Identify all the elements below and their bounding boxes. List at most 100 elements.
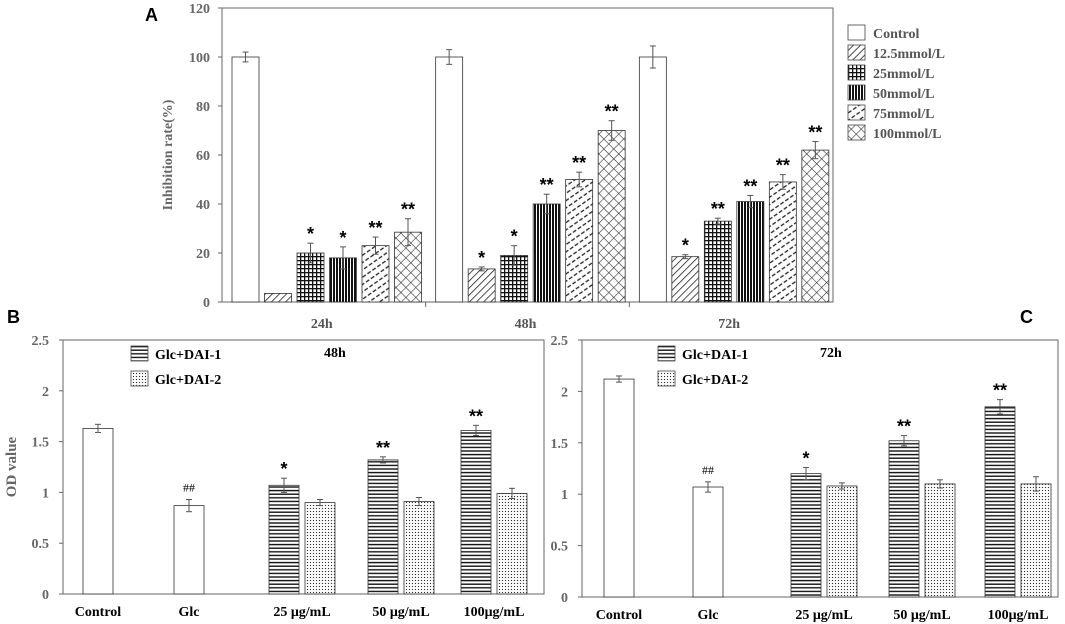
chart-b: 48h 0 0.5 1 1.5 2 2.5 Control Glc 25 μg/mL 50 μg/… [4,334,545,620]
chart-a-significance-label: ** [368,218,382,238]
chart-b-significance-label: ** [469,406,483,426]
chart-a-significance-label: * [478,248,485,268]
chart-c-y-tick-label: 2.5 [551,334,569,349]
chart-c-bar [984,406,1016,598]
chart-a-bar [736,201,765,303]
panel-label-b: B [7,307,20,327]
chart-c-y-tick-label: 0 [561,591,568,606]
chart-a-legend-label: Control [873,27,920,42]
chart-a-y-tick-label: 20 [196,247,210,262]
chart-a-legend-swatch [847,84,866,101]
chart-b-y-tick-label: 1 [42,486,49,501]
chart-c-bar [826,485,858,598]
chart-c-bar [924,483,956,598]
chart-a-bar [768,181,797,303]
chart-c-significance-label: ## [702,463,714,477]
chart-a-legend-swatch [847,64,866,81]
chart-b-bar [403,501,435,595]
chart-a-y-tick-label: 80 [196,100,210,115]
chart-c-title: 72h [820,346,842,361]
chart-b-x-tick-label: 50 μg/mL [372,605,429,620]
chart-a-y-axis-label: Inhibition rate(%) [161,99,176,210]
chart-c-x-tick-label: 100μg/mL [988,608,1049,623]
chart-c-bar [888,440,920,598]
chart-a-bar [801,149,830,303]
chart-c-x-tick-label: 25 μg/mL [795,608,852,623]
chart-c-y-tick-label: 0.5 [551,540,569,555]
chart-b-y-tick-label: 2 [42,385,49,400]
chart-b-y-tick-label: 2.5 [32,334,50,349]
chart-a-legend-label: 100mmol/L [873,127,941,142]
chart-a-y-tick-label: 60 [196,149,210,164]
chart-b-legend-swatch [130,370,149,387]
chart-a-bar [532,203,561,303]
chart-a-x-tick-label: 48h [515,317,537,332]
chart-a-legend-swatch [847,124,866,141]
chart-c-x-tick-label: Glc [698,608,719,623]
chart-b-legend-label: Glc+DAI-2 [155,373,221,388]
chart-a-legend: Control 12.5mmol/L 25mmol/L 50mmol/L 75mmol/… [847,24,945,142]
chart-a-x-tick-label: 24h [311,317,333,332]
chart-c-y-tick-label: 1 [561,488,568,503]
chart-a-significance-label: * [511,227,518,247]
chart-b-x-tick-label: 100μg/mL [464,605,525,620]
chart-b-bar [304,502,336,595]
chart-a-bar [329,257,357,303]
chart-a-significance-label: ** [572,153,586,173]
chart-a-legend-swatch [847,44,866,61]
chart-a-bar [264,293,292,303]
chart-b-x-tick-label: Control [75,605,122,620]
chart-c-bar [692,486,724,598]
chart-c-legend-swatch [657,370,676,387]
chart-a-bar [671,256,700,303]
chart-c-bar [603,378,635,598]
chart-a-bar [435,56,464,303]
chart-b-y-tick-label: 1.5 [32,436,50,451]
chart-a-significance-label: ** [743,176,757,196]
chart-b-x-tick-label: Glc [179,605,200,620]
chart-b-y-axis-label: OD value [4,436,20,497]
chart-b-significance-label: * [280,459,287,479]
chart-b-y-tick-label: 0 [42,588,49,603]
chart-b-significance-label: ## [183,481,195,495]
chart-b-bar [268,484,300,595]
chart-a-significance-label: ** [776,156,790,176]
chart-c-y-tick-label: 1.5 [551,437,569,452]
chart-b-y-tick-label: 0.5 [32,537,50,552]
chart-a-y-tick-label: 120 [189,2,210,17]
chart-b-legend: Glc+DAI-1 Glc+DAI-2 [130,345,221,388]
chart-a-bar [361,245,390,303]
panel-label-a: A [145,5,158,25]
chart-a-bar [597,130,626,303]
chart-c-x-tick-label: 50 μg/mL [893,608,950,623]
chart-b-x-tick-label: 25 μg/mL [273,605,330,620]
chart-a-bar [703,220,732,303]
chart-b-significance-label: ** [376,438,390,458]
chart-a-significance-label: * [307,224,314,244]
chart-b-legend-label: Glc+DAI-1 [155,348,221,363]
chart-b-bar [496,493,528,595]
chart-a-significance-label: ** [401,200,415,220]
chart-a-significance-label: ** [605,102,619,122]
chart-a-bar [638,56,667,303]
chart-a-bar [231,56,260,303]
chart-a-legend-label: 12.5mmol/L [873,47,945,62]
chart-a-y-tick-label: 40 [196,198,210,213]
chart-b-bar [460,430,492,595]
panel-label-c: C [1020,307,1033,327]
chart-c-y-tick-label: 2 [561,385,568,400]
chart-c-legend-label: Glc+DAI-1 [682,348,748,363]
chart-c-legend-swatch [657,345,676,362]
chart-c: 72h 0 0.5 1 1.5 2 2.5 Control Glc 25 μg/mL 50 μg/… [551,334,1059,623]
chart-a-significance-label: ** [711,199,725,219]
chart-a-significance-label: * [339,228,346,248]
chart-a-legend-label: 50mmol/L [873,87,934,102]
chart-a-x-tick-label: 72h [718,317,740,332]
chart-c-bar [1020,483,1052,598]
chart-c-significance-label: * [802,448,809,468]
chart-b-frame [62,339,545,595]
chart-c-bar [790,473,822,598]
chart-c-significance-label: ** [897,417,911,437]
